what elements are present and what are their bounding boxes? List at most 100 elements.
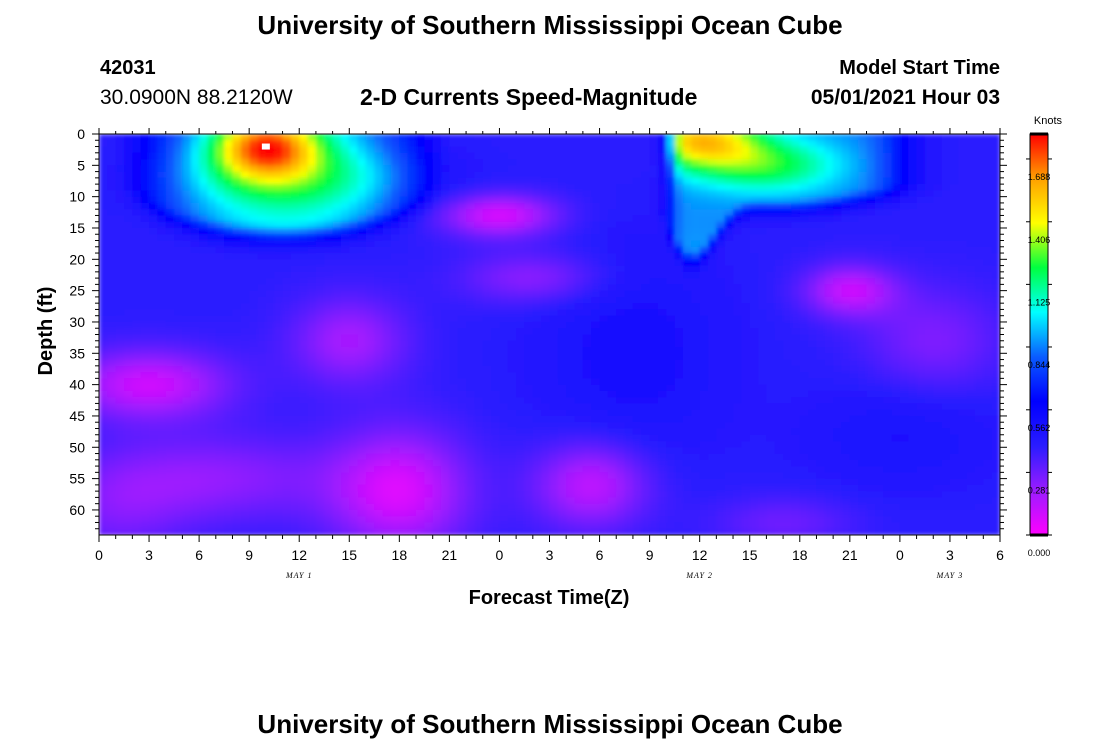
heatmap-cell [808, 240, 818, 248]
heatmap-cell [382, 134, 392, 141]
heatmap-cell [282, 265, 292, 273]
heatmap-cell [991, 234, 1000, 242]
heatmap-cell [582, 134, 592, 141]
heatmap-cell [441, 209, 450, 217]
heatmap-cell [733, 309, 742, 317]
heatmap-cell [407, 234, 417, 242]
heatmap-cell [958, 227, 968, 235]
heatmap-cell [199, 347, 209, 354]
heatmap-cell [507, 134, 517, 141]
heatmap-cell [332, 146, 342, 154]
heatmap-cell [149, 202, 158, 210]
heatmap-cell [516, 184, 526, 191]
heatmap-cell [682, 372, 692, 379]
heatmap-cell [307, 365, 317, 373]
heatmap-cell [115, 227, 125, 235]
heatmap-cell [382, 334, 392, 342]
heatmap-cell [215, 134, 225, 141]
heatmap-cell [908, 378, 918, 386]
heatmap-cell [340, 134, 350, 141]
heatmap-cell [682, 347, 692, 354]
heatmap-cell [274, 215, 284, 223]
heatmap-cell [766, 140, 776, 148]
heatmap-cell [841, 240, 851, 248]
heatmap-cell [783, 253, 793, 260]
heatmap-cell [599, 347, 609, 354]
heatmap-cell [157, 134, 167, 141]
heatmap-cell [457, 184, 467, 191]
heatmap-cell [190, 309, 200, 317]
heatmap-cell [474, 334, 484, 342]
heatmap-cell [582, 240, 592, 248]
heatmap-cell [449, 290, 459, 298]
heatmap-cell [140, 409, 150, 417]
heatmap-cell [441, 152, 450, 160]
heatmap-cell [190, 184, 200, 191]
heatmap-cell [190, 403, 200, 411]
heatmap-cell [257, 365, 267, 373]
heatmap-cell [933, 271, 943, 279]
heatmap-cell [132, 196, 142, 204]
heatmap-cell [983, 353, 993, 361]
heatmap-cell [215, 359, 225, 367]
heatmap-cell [132, 140, 142, 148]
heatmap-cell [491, 378, 501, 386]
heatmap-cell [566, 271, 576, 279]
heatmap-cell [416, 278, 425, 285]
heatmap-cell [783, 415, 793, 423]
heatmap-cell [282, 328, 292, 336]
heatmap-cell [524, 397, 534, 405]
heatmap-cell [132, 265, 142, 273]
heatmap-cell [390, 184, 400, 191]
heatmap-cell [674, 152, 684, 160]
heatmap-cell [708, 152, 717, 160]
heatmap-cell [983, 165, 993, 173]
heatmap-cell [157, 159, 167, 166]
heatmap-cell [774, 265, 784, 273]
heatmap-cell [766, 290, 776, 298]
heatmap-cell [157, 415, 167, 423]
heatmap-cell [591, 334, 601, 342]
heatmap-cell [641, 321, 651, 329]
heatmap-cell [641, 328, 651, 336]
heatmap-cell [582, 378, 592, 386]
heatmap-cell [499, 278, 509, 285]
heatmap-cell [232, 134, 242, 141]
heatmap-cell [349, 259, 359, 267]
heatmap-cell [265, 415, 275, 423]
heatmap-cell [666, 359, 676, 367]
heatmap-cell [240, 303, 250, 311]
heatmap-cell [190, 296, 200, 304]
heatmap-cell [224, 397, 234, 405]
heatmap-cell [491, 140, 501, 148]
heatmap-cell [858, 215, 868, 223]
heatmap-cell [265, 303, 275, 311]
heatmap-cell [491, 146, 501, 154]
heatmap-cell [874, 378, 884, 386]
heatmap-cell [866, 259, 876, 267]
heatmap-cell [190, 240, 200, 248]
heatmap-cell [457, 227, 467, 235]
heatmap-cell [407, 177, 417, 185]
heatmap-cell [708, 359, 717, 367]
heatmap-cell [482, 140, 492, 148]
heatmap-cell [566, 340, 576, 348]
heatmap-cell [824, 196, 834, 204]
heatmap-cell [883, 415, 893, 423]
heatmap-cell [315, 234, 325, 242]
heatmap-cell [299, 165, 309, 173]
heatmap-cell [240, 240, 250, 248]
heatmap-cell [808, 334, 818, 342]
heatmap-cell [549, 265, 559, 273]
heatmap-cell [365, 134, 375, 141]
heatmap-cell [949, 359, 959, 367]
heatmap-cell [841, 146, 851, 154]
heatmap-cell [466, 334, 476, 342]
heatmap-cell [499, 372, 509, 379]
heatmap-cell [474, 171, 484, 179]
heatmap-cell [507, 309, 517, 317]
heatmap-cell [641, 227, 651, 235]
heatmap-cell [899, 309, 909, 317]
heatmap-cell [290, 315, 300, 323]
heatmap-cell [257, 353, 267, 361]
